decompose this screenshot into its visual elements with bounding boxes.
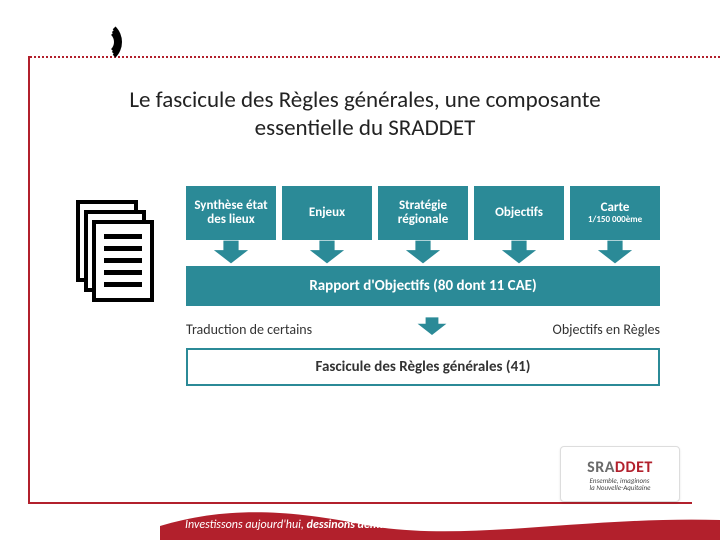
chip-synthese: Synthèse état des lieux [186,186,276,240]
title-line2: essentielle du SRADDET [255,114,476,142]
arrow-down-icon [412,317,452,341]
fascicule-box: Fascicule des Règles générales (41) [186,348,660,386]
top-components-row: Synthèse état des lieux Enjeux Stratégie… [186,186,660,240]
rapport-label: Rapport d'Objectifs (80 dont 11 CAE) [309,277,536,295]
chip-objectifs: Objectifs [474,186,564,240]
traduction-row: Traduction de certains Objectifs en Règl… [186,316,660,342]
footer-slogan: Investissons aujourd'hui, dessinons dema… [185,518,395,532]
arrow-down-icon [186,240,276,266]
chip-label: Carte [601,201,630,215]
fascicule-label: Fascicule des Règles générales (41) [316,358,531,376]
sraddet-logo: SRADDET Ensemble, imaginons la Nouvelle-… [560,446,680,502]
title-line1: Le fascicule des Règles générales, une c… [129,86,600,114]
chip-label: Stratégie régionale [380,199,466,228]
chip-label: Synthèse état des lieux [188,199,274,228]
sraddet-tagline: Ensemble, imaginons la Nouvelle-Aquitain… [590,477,651,491]
arrow-down-icon [570,240,660,266]
arrow-down-icon [474,240,564,266]
sraddet-wordmark: SRADDET [587,458,653,477]
rapport-objectifs-box: Rapport d'Objectifs (80 dont 11 CAE) [186,266,660,306]
traduction-right: Objectifs en Règles [553,321,660,338]
arrow-down-icon [282,240,372,266]
chip-enjeux: Enjeux [282,186,372,240]
documents-icon [76,200,156,330]
arrow-down-icon [378,240,468,266]
traduction-left: Traduction de certains [186,321,312,338]
region-logo-arcs [78,20,132,68]
chip-label: Objectifs [495,206,543,220]
chip-carte: Carte 1/150 000ème [570,186,660,240]
arrows-top-to-rapport [186,240,660,266]
chip-strategie: Stratégie régionale [378,186,468,240]
chip-sublabel: 1/150 000ème [588,215,642,225]
chip-label: Enjeux [309,206,345,220]
slide-title: Le fascicule des Règles générales, une c… [50,86,680,142]
